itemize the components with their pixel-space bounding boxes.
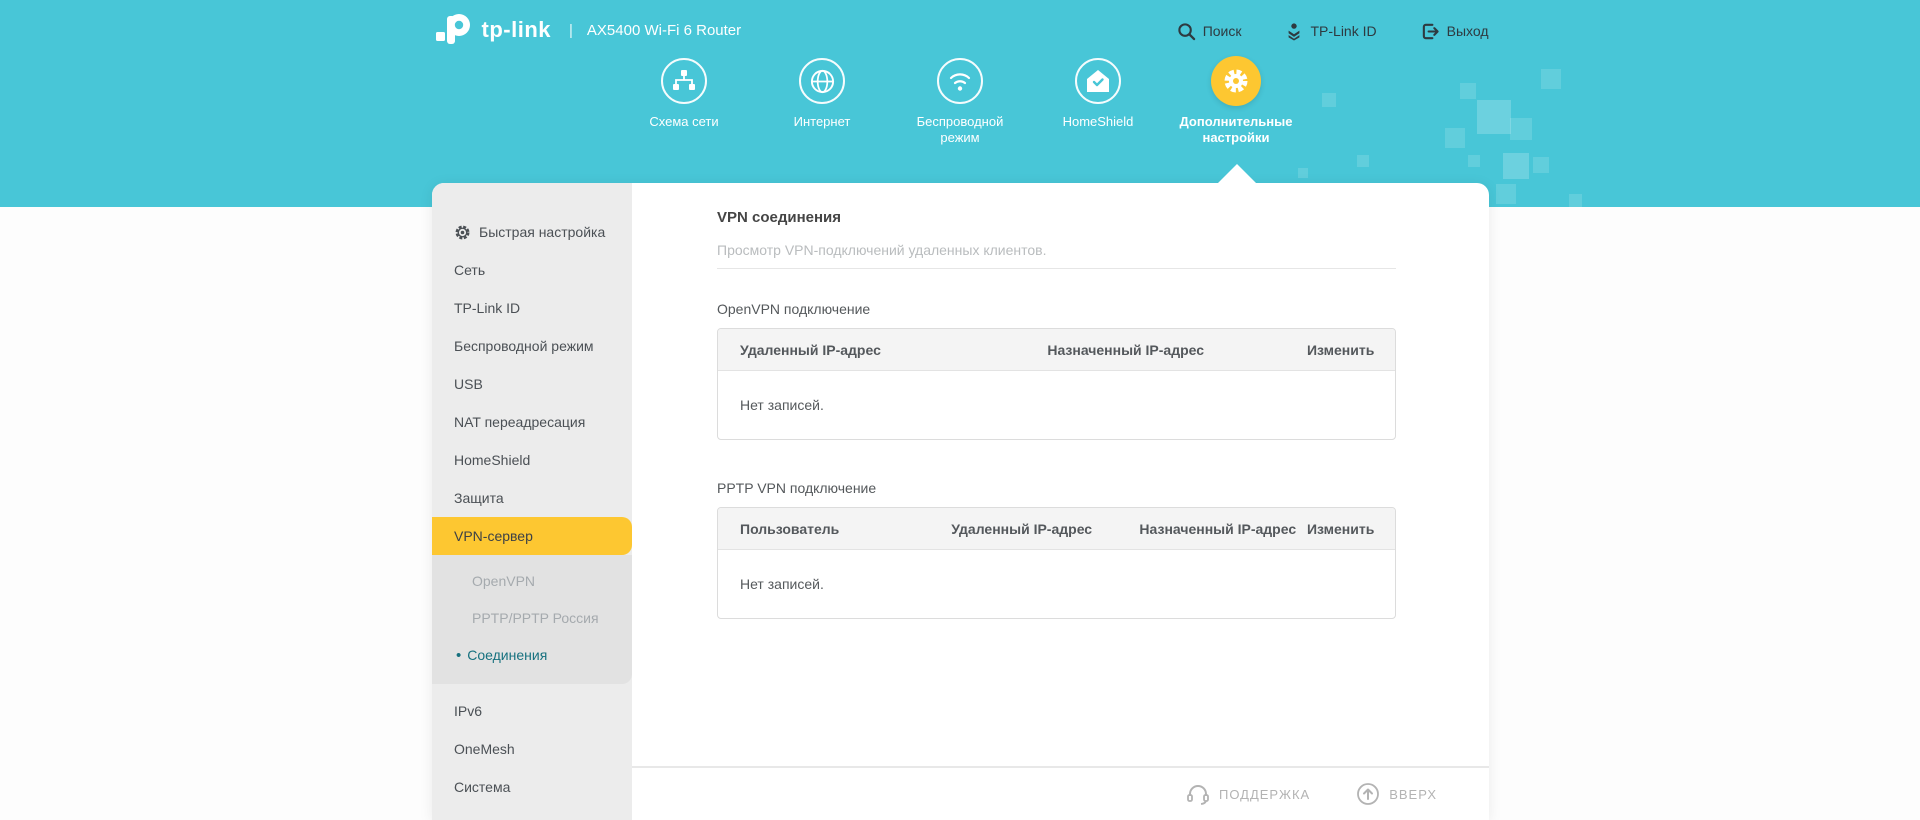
brand: tp-link | AX5400 Wi-Fi 6 Router bbox=[432, 8, 742, 52]
nav-label: Схема сети bbox=[649, 114, 719, 129]
nav-label: Дополнительные настройки bbox=[1179, 114, 1293, 145]
topbar: tp-link | AX5400 Wi-Fi 6 Router Поиск bbox=[432, 0, 1489, 62]
brand-name: tp-link bbox=[481, 17, 551, 42]
network-map-icon bbox=[673, 70, 695, 90]
submenu-item-connections[interactable]: • Соединения bbox=[432, 637, 632, 674]
openvpn-section: OpenVPN подключение Удаленный IP-адрес Н… bbox=[717, 301, 1396, 440]
sidebar-item-ipv6[interactable]: IPv6 bbox=[432, 692, 632, 730]
pptp-connections-table: Пользователь Удаленный IP-адрес Назначен… bbox=[717, 507, 1396, 619]
sidebar-item-label: VPN-сервер bbox=[454, 528, 533, 544]
sidebar-item-nat[interactable]: NAT переадресация bbox=[432, 403, 632, 441]
page-title: VPN соединения bbox=[717, 209, 842, 226]
support-button[interactable]: ПОДДЕРЖКА bbox=[1186, 783, 1310, 805]
sidebar-item-label: Беспроводной режим bbox=[454, 338, 594, 354]
page-subtitle: Просмотр VPN-подключений удаленных клиен… bbox=[717, 242, 1047, 258]
nav-item-internet[interactable]: Интернет bbox=[753, 58, 891, 146]
submenu-item-label: OpenVPN bbox=[472, 573, 536, 589]
wifi-icon bbox=[949, 73, 971, 91]
globe-icon bbox=[810, 69, 834, 93]
nav-label: HomeShield bbox=[1062, 114, 1134, 129]
nav-item-network-map[interactable]: Схема сети bbox=[615, 58, 753, 146]
page-footer: ПОДДЕРЖКА ВВЕРХ bbox=[632, 766, 1489, 820]
vpn-server-submenu: OpenVPN PPTP/PPTP Россия • Соединения bbox=[432, 555, 632, 684]
sidebar-item-vpn-server[interactable]: VPN-сервер bbox=[432, 517, 632, 555]
sidebar-item-label: USB bbox=[454, 376, 483, 392]
logout-icon bbox=[1422, 23, 1439, 39]
nav-item-homeshield[interactable]: HomeShield bbox=[1029, 58, 1167, 146]
column-header: Пользователь bbox=[740, 520, 840, 537]
sidebar-item-homeshield[interactable]: HomeShield bbox=[432, 441, 632, 479]
product-title: AX5400 Wi-Fi 6 Router bbox=[586, 21, 742, 39]
tplink-id-label: TP-Link ID bbox=[1310, 23, 1377, 39]
sidebar-item-label: Сеть bbox=[454, 262, 486, 278]
sidebar-item-security[interactable]: Защита bbox=[432, 479, 632, 517]
headset-icon bbox=[1187, 785, 1209, 805]
table-header-row: Удаленный IP-адрес Назначенный IP-адрес … bbox=[718, 329, 1395, 371]
sidebar-item-label: NAT переадресация bbox=[454, 414, 586, 430]
nav-label: Интернет bbox=[793, 114, 851, 129]
sidebar-item-label: Система bbox=[454, 779, 511, 795]
content-panel: Быстрая настройка Сеть TP-Link ID Беспро… bbox=[432, 183, 1489, 820]
sidebar-item-label: HomeShield bbox=[454, 452, 531, 468]
column-header-modify: Изменить bbox=[1306, 520, 1375, 537]
column-header: Удаленный IP-адрес bbox=[951, 520, 1093, 537]
sidebar-item-wireless[interactable]: Беспроводной режим bbox=[432, 327, 632, 365]
vpn-connections-page: VPN соединения Просмотр VPN-подключений … bbox=[632, 183, 1489, 766]
active-bullet-icon: • bbox=[456, 647, 462, 664]
submenu-item-openvpn[interactable]: OpenVPN bbox=[432, 563, 632, 600]
main-nav: Схема сети Интернет bbox=[615, 56, 1305, 146]
section-heading: OpenVPN подключение bbox=[717, 301, 871, 317]
tplink-id-button[interactable]: TP-Link ID bbox=[1285, 22, 1377, 41]
sidebar-item-system[interactable]: Система bbox=[432, 768, 632, 806]
sidebar-item-label: Быстрая настройка bbox=[479, 224, 606, 240]
table-header-row: Пользователь Удаленный IP-адрес Назначен… bbox=[718, 508, 1395, 550]
nav-item-advanced-settings[interactable]: Дополнительные настройки bbox=[1167, 56, 1305, 146]
sidebar-item-label: TP-Link ID bbox=[454, 300, 521, 316]
active-nav-pointer bbox=[1217, 164, 1257, 184]
logout-button[interactable]: Выход bbox=[1421, 22, 1489, 41]
nav-label: Беспроводной режим bbox=[916, 114, 1004, 145]
submenu-item-label: Соединения bbox=[467, 647, 548, 663]
submenu-item-pptp[interactable]: PPTP/PPTP Россия bbox=[432, 600, 632, 637]
column-header: Назначенный IP-адрес bbox=[1139, 520, 1297, 537]
search-label: Поиск bbox=[1202, 23, 1242, 39]
brand-separator: | bbox=[569, 21, 573, 39]
logout-label: Выход bbox=[1446, 23, 1489, 39]
scroll-top-label: ВВЕРХ bbox=[1389, 786, 1437, 802]
sidebar-item-label: OneMesh bbox=[454, 741, 515, 757]
openvpn-connections-table: Удаленный IP-адрес Назначенный IP-адрес … bbox=[717, 328, 1396, 440]
column-header: Удаленный IP-адрес bbox=[740, 341, 881, 358]
homeshield-icon bbox=[1087, 70, 1109, 92]
gear-icon bbox=[1224, 69, 1248, 93]
scroll-top-button[interactable]: ВВЕРХ bbox=[1356, 782, 1437, 806]
sidebar: Быстрая настройка Сеть TP-Link ID Беспро… bbox=[432, 183, 632, 820]
sidebar-item-label: Защита bbox=[454, 490, 504, 506]
title-divider bbox=[717, 268, 1396, 269]
sidebar-item-quick-setup[interactable]: Быстрая настройка bbox=[432, 213, 632, 251]
column-header: Назначенный IP-адрес bbox=[1047, 341, 1205, 358]
pptp-section: PPTP VPN подключение Пользователь Удален… bbox=[717, 480, 1396, 619]
submenu-item-label: PPTP/PPTP Россия bbox=[472, 610, 599, 626]
sidebar-item-tplink-id[interactable]: TP-Link ID bbox=[432, 289, 632, 327]
sidebar-item-label: IPv6 bbox=[454, 703, 483, 719]
nav-item-wireless[interactable]: Беспроводной режим bbox=[891, 58, 1029, 146]
section-heading: PPTP VPN подключение bbox=[717, 480, 877, 496]
arrow-up-circle-icon bbox=[1357, 783, 1380, 805]
column-header-modify: Изменить bbox=[1306, 341, 1375, 358]
empty-table-message: Нет записей. bbox=[740, 576, 824, 592]
search-button[interactable]: Поиск bbox=[1177, 22, 1242, 41]
quick-setup-gear-icon bbox=[455, 225, 470, 239]
tplink-logo-icon bbox=[435, 14, 470, 44]
empty-table-message: Нет записей. bbox=[740, 397, 824, 413]
support-label: ПОДДЕРЖКА bbox=[1218, 786, 1311, 802]
sidebar-item-onemesh[interactable]: OneMesh bbox=[432, 730, 632, 768]
header-band: tp-link | AX5400 Wi-Fi 6 Router Поиск bbox=[0, 0, 1920, 207]
tplink-id-icon bbox=[1289, 22, 1300, 40]
sidebar-item-usb[interactable]: USB bbox=[432, 365, 632, 403]
sidebar-item-network[interactable]: Сеть bbox=[432, 251, 632, 289]
search-icon bbox=[1178, 22, 1195, 40]
